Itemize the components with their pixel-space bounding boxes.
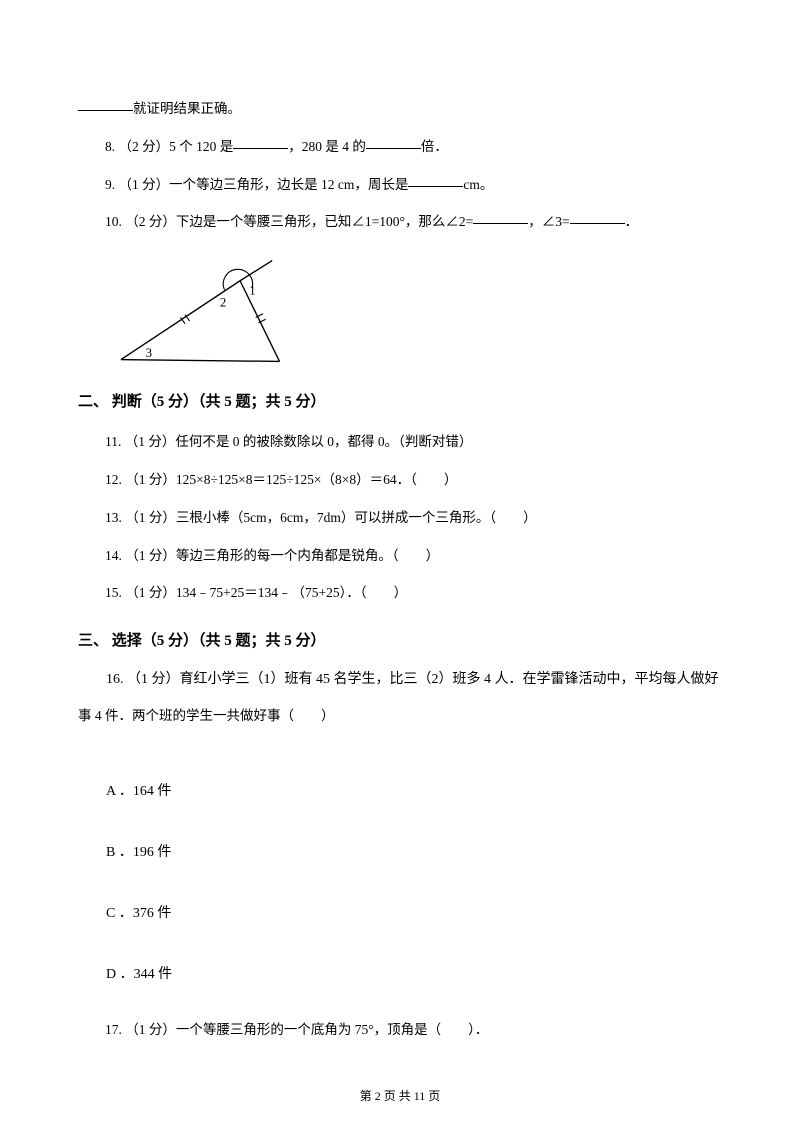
section2-title: 二、 判断（5 分）（共 5 题；共 5 分） bbox=[78, 381, 722, 423]
page-footer: 第 2 页 共 11 页 bbox=[0, 1087, 800, 1104]
diag-label-1: 1 bbox=[249, 284, 255, 298]
q8-mid: ，280 是 4 的 bbox=[288, 139, 366, 154]
q10-blank1 bbox=[473, 208, 528, 224]
q9-blank bbox=[408, 171, 463, 187]
q17-line: 17. （1 分）一个等腰三角形的一个底角为 75°，顶角是（ ）． bbox=[78, 1011, 722, 1049]
option-a: A ．164 件 bbox=[78, 767, 722, 816]
q9-suffix: cm。 bbox=[463, 177, 493, 192]
q8-line: 8. （2 分）5 个 120 是 ，280 是 4 的 倍． bbox=[78, 128, 722, 166]
q14-line: 14. （1 分）等边三角形的每一个内角都是锐角。（ ） bbox=[78, 537, 722, 575]
q7-continuation: 就证明结果正确。 bbox=[78, 90, 722, 128]
diag-label-2: 2 bbox=[220, 296, 226, 310]
q9-line: 9. （1 分）一个等边三角形，边长是 12 cm，周长是 cm。 bbox=[78, 166, 722, 204]
diag-arc bbox=[223, 270, 252, 291]
q8-prefix: 8. （2 分）5 个 120 是 bbox=[105, 139, 233, 154]
q10-blank2 bbox=[570, 208, 625, 224]
q16-line1: 16. （1 分）育红小学三（1）班有 45 名学生，比三（2）班多 4 人．在… bbox=[78, 662, 722, 697]
q12-line: 12. （1 分）125×8÷125×8＝125÷125×（8×8）＝64．（ … bbox=[78, 461, 722, 499]
option-c: C ．376 件 bbox=[78, 889, 722, 938]
q10-mid: ，∠3= bbox=[528, 214, 569, 229]
q13-line: 13. （1 分）三根小棒（5cm，6cm，7dm）可以拼成一个三角形。（ ） bbox=[78, 499, 722, 537]
diag-line-main bbox=[121, 281, 240, 360]
q11-line: 11. （1 分）任何不是 0 的被除数除以 0，都得 0。（判断对错） bbox=[78, 423, 722, 461]
q9-prefix: 9. （1 分）一个等边三角形，边长是 12 cm，周长是 bbox=[105, 177, 408, 192]
q10-prefix: 10. （2 分）下边是一个等腰三角形，已知∠1=100°，那么∠2= bbox=[105, 214, 473, 229]
q10-line: 10. （2 分）下边是一个等腰三角形，已知∠1=100°，那么∠2= ，∠3= ． bbox=[78, 203, 722, 241]
triangle-diagram: 1 2 3 bbox=[108, 256, 722, 371]
q8-blank1 bbox=[233, 133, 288, 149]
section3-title: 三、 选择（5 分）（共 5 题；共 5 分） bbox=[78, 620, 722, 662]
q7-blank bbox=[78, 95, 133, 111]
q16-line2: 事 4 件．两个班的学生一共做好事（ ） bbox=[78, 697, 722, 735]
option-b: B ．196 件 bbox=[78, 828, 722, 877]
diag-line-side2 bbox=[121, 360, 280, 362]
q10-suffix: ． bbox=[625, 214, 639, 229]
q15-line: 15. （1 分）134﹣75+25＝134﹣（75+25）．（ ） bbox=[78, 574, 722, 612]
option-d: D ．344 件 bbox=[78, 950, 722, 999]
q8-blank2 bbox=[366, 133, 421, 149]
diag-label-3: 3 bbox=[146, 346, 152, 360]
q8-suffix: 倍． bbox=[421, 139, 448, 154]
diag-line-side1 bbox=[240, 281, 279, 362]
q7-text: 就证明结果正确。 bbox=[133, 101, 241, 116]
